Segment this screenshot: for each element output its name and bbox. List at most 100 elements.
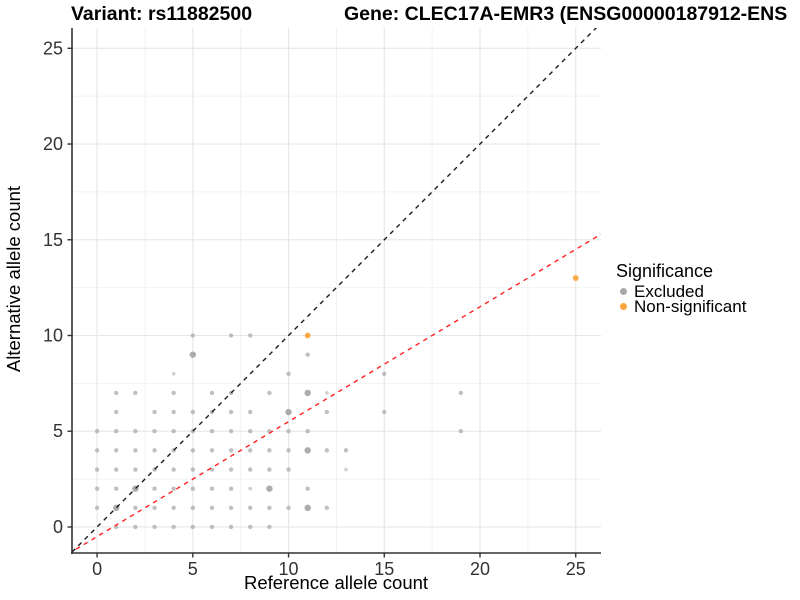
excluded-point <box>171 524 176 530</box>
x-tick-label: 20 <box>470 559 490 579</box>
y-tick-label: 10 <box>43 325 63 345</box>
excluded-point <box>133 429 138 434</box>
excluded-point <box>228 486 234 491</box>
excluded-point <box>248 486 253 491</box>
y-tick-label: 0 <box>53 517 63 537</box>
excluded-point <box>286 371 291 376</box>
excluded-dot-icon <box>620 288 627 295</box>
excluded-point <box>171 390 176 396</box>
excluded-point <box>382 409 387 415</box>
excluded-point <box>152 448 157 453</box>
excluded-point <box>286 505 291 511</box>
excluded-point <box>114 467 119 472</box>
x-tick-label: 5 <box>188 559 198 579</box>
excluded-point <box>228 505 234 511</box>
excluded-point <box>209 390 215 396</box>
excluded-point <box>114 429 119 434</box>
excluded-point <box>248 448 253 453</box>
excluded-point <box>324 505 330 511</box>
excluded-point <box>94 505 100 511</box>
x-tick-label: 25 <box>566 559 586 579</box>
legend-item-label: Non-significant <box>634 297 747 316</box>
y-axis-title: Alternative allele count <box>3 185 24 373</box>
identity-line <box>72 28 598 553</box>
excluded-point <box>209 524 215 530</box>
excluded-point <box>305 352 310 357</box>
non-significant-dot-icon <box>620 303 627 310</box>
legend: Significance Excluded Non-significant <box>616 262 747 316</box>
excluded-point <box>133 448 138 453</box>
excluded-point <box>94 429 100 434</box>
excluded-point <box>209 486 215 491</box>
excluded-point <box>152 409 157 415</box>
excluded-point <box>248 429 253 434</box>
excluded-point <box>190 505 196 511</box>
excluded-point <box>228 409 234 415</box>
x-tick-label: 0 <box>92 559 102 579</box>
excluded-point <box>133 524 138 530</box>
excluded-point <box>209 448 215 453</box>
legend-item-label: Excluded <box>634 282 704 301</box>
excluded-point <box>228 333 234 338</box>
excluded-point <box>228 467 234 472</box>
excluded-point <box>305 486 310 491</box>
excluded-point <box>133 467 138 472</box>
excluded-point <box>267 467 272 472</box>
excluded-point <box>133 505 138 511</box>
excluded-point <box>267 390 272 396</box>
excluded-point <box>344 467 348 472</box>
excluded-point <box>209 429 215 434</box>
legend-item-excluded: Excluded <box>616 282 746 301</box>
excluded-point <box>190 467 196 472</box>
excluded-point <box>114 409 119 415</box>
excluded-point <box>171 486 176 491</box>
excluded-point <box>248 467 253 472</box>
excluded-point <box>267 524 272 530</box>
fit-line <box>72 233 601 553</box>
excluded-point <box>286 448 291 453</box>
excluded-point <box>304 389 311 397</box>
excluded-point <box>382 371 387 376</box>
excluded-point <box>228 429 234 434</box>
excluded-point <box>286 429 291 434</box>
excluded-point <box>94 467 100 472</box>
excluded-point <box>190 524 196 530</box>
excluded-point <box>248 505 253 511</box>
excluded-point <box>324 409 330 415</box>
excluded-point <box>304 504 311 512</box>
excluded-point <box>171 371 176 376</box>
excluded-point <box>324 391 329 395</box>
variant-title: Variant: rs11882500 <box>71 3 253 25</box>
non-significant-point <box>572 275 579 281</box>
excluded-point <box>267 505 272 511</box>
excluded-point <box>285 408 292 416</box>
excluded-point <box>209 505 215 511</box>
excluded-point <box>304 447 311 454</box>
excluded-point <box>228 448 234 453</box>
non-significant-point <box>304 332 311 339</box>
excluded-point <box>248 524 253 530</box>
x-tick-label: 10 <box>279 559 299 579</box>
y-tick-label: 15 <box>43 230 63 250</box>
x-tick-label: 15 <box>374 559 394 579</box>
excluded-point <box>266 485 273 492</box>
excluded-point <box>114 486 119 491</box>
excluded-point <box>190 409 196 415</box>
excluded-point <box>305 429 310 434</box>
excluded-point <box>133 390 138 396</box>
excluded-point <box>171 505 176 511</box>
excluded-point <box>152 486 157 491</box>
excluded-point <box>343 448 349 453</box>
excluded-point <box>152 505 157 511</box>
excluded-point <box>190 486 196 491</box>
excluded-point <box>228 524 234 530</box>
excluded-point <box>94 486 100 491</box>
excluded-point <box>190 448 196 453</box>
x-axis-title: Reference allele count <box>243 572 429 593</box>
excluded-point <box>189 351 197 358</box>
excluded-point <box>248 409 253 415</box>
y-tick-label: 20 <box>43 134 63 154</box>
excluded-point <box>286 467 291 472</box>
